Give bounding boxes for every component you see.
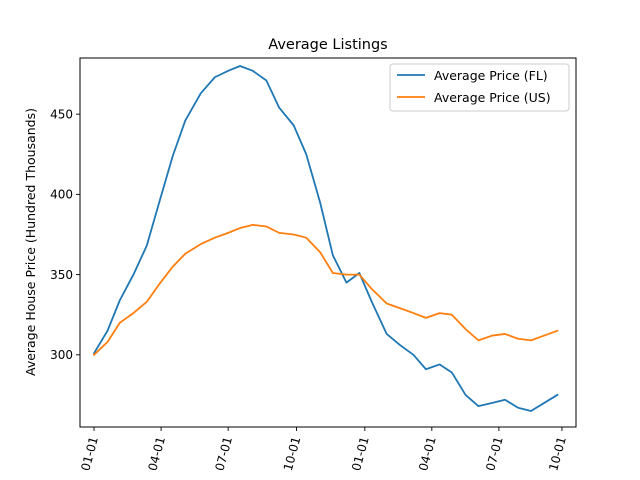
legend-box: [389, 63, 570, 112]
y-tick-label: 350: [50, 268, 73, 282]
y-axis-ticks: 300 350 400 450: [50, 107, 80, 362]
y-tick-label: 450: [50, 107, 73, 121]
series-line-us: [92, 223, 559, 357]
series-layer: [92, 65, 559, 412]
plot-frame: [79, 57, 577, 428]
legend-label-us: Average Price (US): [434, 90, 551, 105]
y-tick-label: 300: [50, 348, 73, 362]
plot-area: [80, 58, 576, 427]
series-line-fl: [92, 65, 559, 412]
y-tick-label: 400: [50, 188, 73, 202]
y-axis-label: Average House Price (Hundred Thousands): [23, 108, 38, 376]
chart-title: Average Listings: [268, 37, 387, 53]
legend: Average Price (FL) Average Price (US): [389, 63, 570, 112]
legend-label-fl: Average Price (FL): [434, 68, 548, 83]
